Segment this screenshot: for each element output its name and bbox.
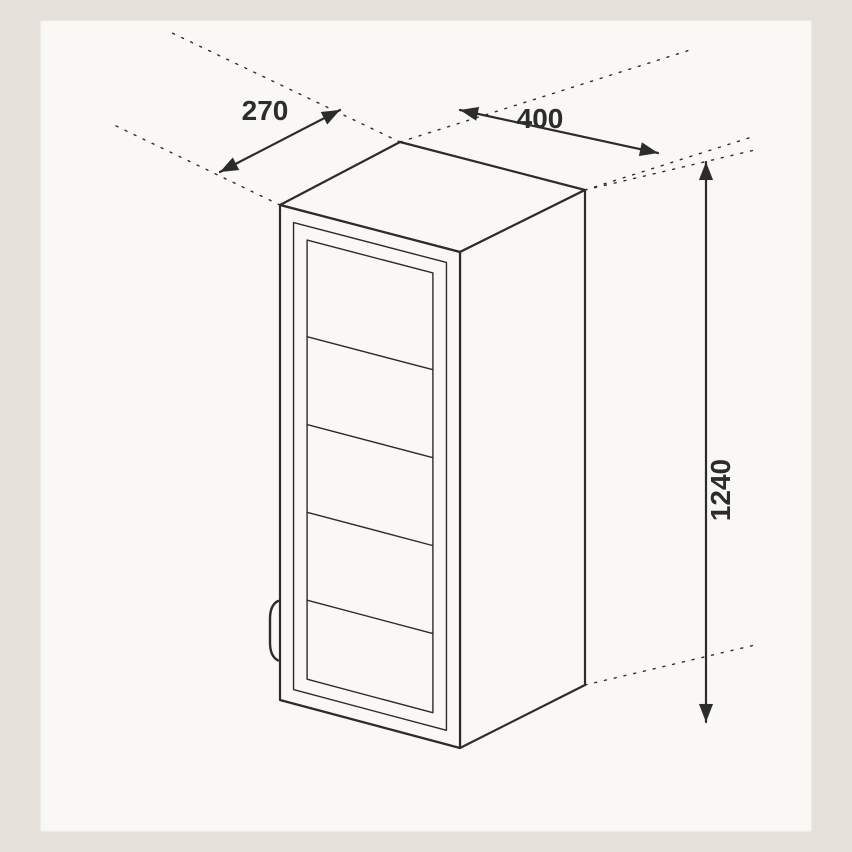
cabinet-dimension-svg: 270 400 1240 <box>40 20 812 832</box>
svg-text:1240: 1240 <box>705 459 736 521</box>
paper-sheet: 270 400 1240 <box>40 20 812 832</box>
svg-text:270: 270 <box>242 95 289 126</box>
svg-text:400: 400 <box>517 103 564 134</box>
diagram-canvas: 270 400 1240 <box>0 0 852 852</box>
